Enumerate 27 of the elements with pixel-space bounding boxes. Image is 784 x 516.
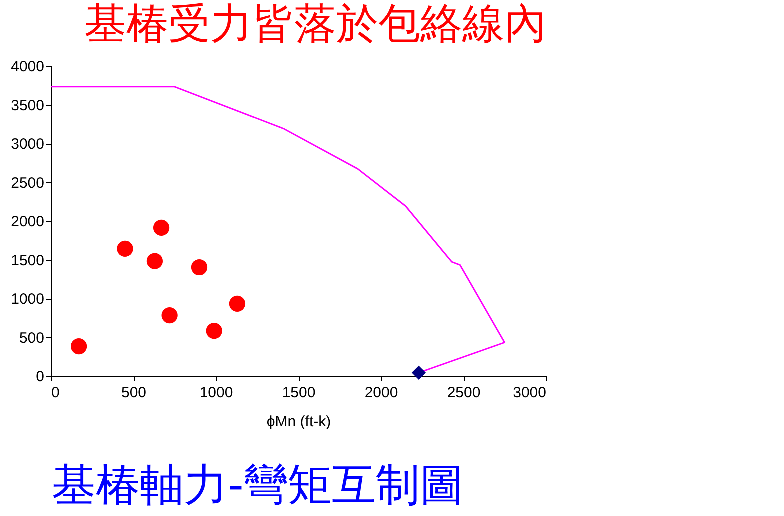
x-tick-label: 2500 [447,384,481,402]
point [153,220,170,236]
point [146,253,164,270]
x-tick-label: 3000 [513,384,546,402]
x-tick-label: 500 [121,384,147,402]
point [206,323,222,340]
text: 基椿軸力-彎矩互制圖 [52,460,464,511]
point [229,296,246,312]
point [117,240,134,257]
y-tick-label: 1000 [11,291,44,308]
point [70,338,88,355]
y-tick-label: 1500 [11,252,44,270]
y-tick-label: 3000 [11,136,44,153]
y-tick-label: 2000 [11,214,44,230]
x-tick-label: 1000 [200,384,234,402]
chart-title: 基椿受力皆落於包絡線內 [84,0,546,48]
x-tick-label: 1500 [282,384,316,402]
y-tick-label: 0 [36,368,44,386]
y-tick-label: 4000 [11,58,44,76]
y-tick-label: 500 [19,330,44,347]
x-tick-label: 0 [52,384,60,402]
point [162,308,178,324]
y-tick-label: 3500 [11,97,44,114]
point [191,259,208,276]
point [412,366,426,380]
y-tick-label: 2500 [11,174,44,192]
x-tick-label: 2000 [364,384,398,402]
